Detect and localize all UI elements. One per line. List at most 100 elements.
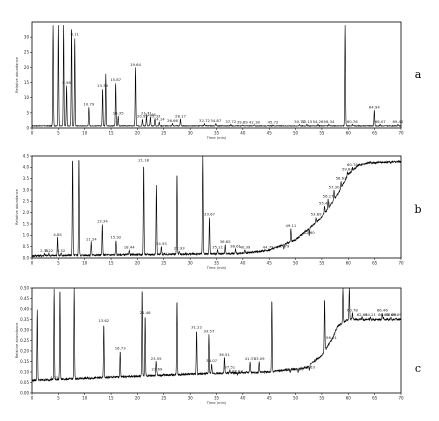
x-tick-label: 15 (109, 261, 115, 266)
peak-label: 10.79 (83, 101, 94, 106)
peak-label: 23.33 (150, 113, 161, 118)
x-tick-label: 10 (82, 396, 88, 401)
peak-label: 64.21 (365, 312, 376, 317)
y-tick-label: 25 (24, 50, 30, 55)
y-tick-label: 30 (24, 35, 30, 40)
y-tick-label: 0.05 (20, 380, 29, 385)
chromatogram-trace (31, 25, 402, 128)
y-tick-label: 0.15 (20, 359, 29, 364)
x-tick-label: 60 (346, 396, 352, 401)
peak-label: 66.07 (375, 119, 386, 124)
x-tick-label: 40 (240, 396, 246, 401)
peak-label: 60.76 (347, 119, 358, 124)
peak-label: 19.64 (130, 62, 141, 67)
x-tick-label: 35 (214, 261, 220, 266)
peak-label: 23.55 (151, 356, 162, 361)
peak-label: 37.51 (224, 364, 235, 369)
peak-label: 53.89 (311, 212, 322, 217)
y-tick-label: 3.0 (23, 187, 30, 192)
x-tick-label: 0 (31, 396, 34, 401)
peak-label: 2.35 (40, 248, 49, 253)
peak-label: 66.69 (378, 312, 389, 317)
x-tick-label: 65 (372, 131, 378, 136)
x-tick-label: 40 (240, 261, 246, 266)
peak-label: 47.79 (278, 243, 289, 248)
peak-label: 24.55 (156, 241, 167, 246)
x-tick-label: 5 (57, 131, 60, 136)
y-tick-label: 0.00 (20, 390, 29, 395)
peak-label: 36.51 (219, 352, 230, 357)
peak-label: 56.81 (326, 335, 337, 340)
peak-label: 34.07 (206, 358, 217, 363)
peak-label: 21.46 (140, 310, 151, 315)
x-tick-label: 60 (346, 131, 352, 136)
y-tick-label: 5 (26, 110, 29, 115)
peak-label: 4.25 (50, 375, 59, 380)
panel-c: 0 5 10 15 20 25 30 35 40 45 50 55 60 65 70 0.00 0.05 0.10… (15, 285, 421, 405)
x-tick-label: 0 (31, 131, 34, 136)
y-tick-label: 4.0 (23, 165, 30, 170)
peak-label: 6.56 (62, 80, 71, 85)
x-tick-label: 35 (214, 131, 220, 136)
peak-label: 54.26 (313, 119, 324, 124)
peak-label: 37.72 (225, 119, 236, 124)
peak-label: 69.42 (393, 119, 404, 124)
peak-label: 56.17 (323, 194, 334, 199)
peak-label: 52.15 (301, 119, 312, 124)
x-tick-label: 70 (398, 131, 404, 136)
peak-label: 8.11 (71, 32, 80, 37)
y-tick-label: 0.25 (20, 338, 29, 343)
y-tick-label: 2.0 (23, 210, 30, 215)
peak-label: 41.37 (245, 356, 256, 361)
peak-label: 36.65 (220, 239, 231, 244)
peak-label: 58.63 (336, 175, 347, 180)
peak-label: 38.61 (230, 243, 241, 248)
x-tick-label: 30 (188, 396, 194, 401)
peak-label: 21.71 (141, 110, 152, 115)
peak-label: 18.44 (124, 245, 135, 250)
panel-letter: a (415, 68, 422, 81)
peak-label: 15.92 (110, 234, 121, 239)
peak-label: 34.87 (210, 118, 221, 123)
peak-label: 38.97 (232, 369, 243, 374)
peak-label: 33.57 (204, 329, 215, 334)
x-tick-label: 60 (346, 261, 352, 266)
x-axis-label: Time (min) (206, 136, 227, 140)
x-tick-label: 15 (109, 131, 115, 136)
panel-letter: b (414, 203, 421, 216)
peak-label: 57.30 (329, 185, 340, 190)
panel-a: 0 5 10 15 20 25 30 35 40 45 50 55 60 65 70 0 5 10 15 20 25 30… (15, 21, 422, 140)
x-tick-label: 70 (398, 261, 404, 266)
y-tick-label: 0.40 (20, 306, 29, 311)
peak-label: 26.66 (167, 118, 178, 123)
y-axis-label: Relative abundance (15, 188, 19, 224)
x-axis-label: Time (min) (206, 266, 227, 270)
peak-label: 16.73 (115, 346, 126, 351)
x-axis-label: Time (min) (206, 401, 227, 405)
x-tick-label: 10 (82, 261, 88, 266)
y-tick-label: 0.45 (20, 296, 29, 301)
y-tick-label: 0.30 (20, 327, 29, 332)
x-tick-label: 30 (188, 261, 194, 266)
peak-label: 21.18 (138, 157, 149, 162)
y-tick-label: 0.5 (23, 244, 30, 249)
x-tick-label: 10 (82, 131, 88, 136)
x-tick-label: 20 (135, 131, 141, 136)
x-tick-label: 65 (372, 261, 378, 266)
peak-label: 60.78 (347, 308, 358, 313)
peak-label: 42.18 (249, 119, 260, 124)
x-tick-label: 5 (57, 261, 60, 266)
panel-b: 0 5 10 15 20 25 30 35 40 45 50 55 60 65 70 0.0 0.5 1.0 1.5… (15, 153, 422, 270)
panel-letter: c (415, 362, 421, 375)
x-tick-label: 25 (161, 396, 167, 401)
peak-label: 56.34 (324, 119, 335, 124)
peak-label: 4.85 (53, 232, 62, 237)
peak-label: 13.34 (97, 219, 108, 224)
peak-label: 11.24 (86, 237, 97, 242)
peak-label: 50.50 (293, 367, 304, 372)
y-tick-label: 0 (26, 125, 29, 130)
x-tick-label: 50 (293, 131, 299, 136)
chromatogram-trace (31, 287, 402, 382)
